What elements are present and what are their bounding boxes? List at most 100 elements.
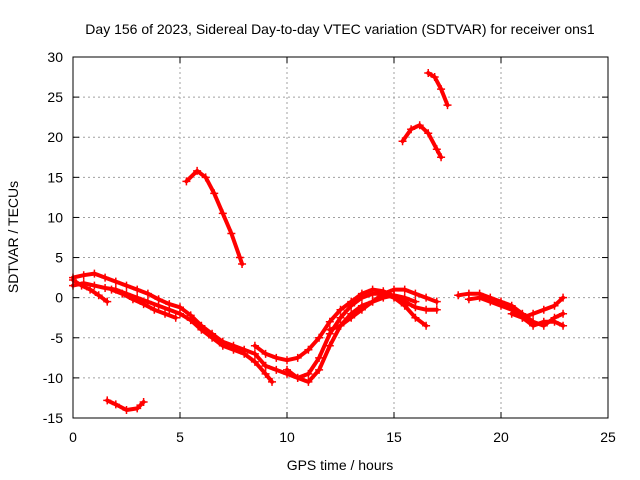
data-point (208, 333, 217, 342)
data-point (475, 293, 484, 302)
data-point (315, 365, 324, 374)
series-arc-15 (507, 293, 568, 322)
data-point (186, 316, 195, 325)
data-point (368, 289, 377, 298)
data-point (201, 173, 210, 182)
data-point (111, 277, 120, 286)
data-point (432, 145, 441, 154)
data-point (240, 349, 249, 358)
data-point (250, 349, 259, 358)
data-point (111, 400, 120, 409)
data-point (497, 301, 505, 310)
y-tick-label: 15 (47, 169, 63, 185)
y-tick-label: 30 (47, 49, 63, 65)
data-point (464, 295, 473, 304)
data-point (559, 293, 568, 302)
data-point (210, 189, 219, 198)
data-point (325, 341, 334, 350)
x-tick-label: 0 (69, 429, 77, 445)
data-point (128, 295, 137, 304)
data-point (139, 300, 148, 309)
data-point (283, 356, 291, 365)
data-point (539, 317, 548, 326)
data-point (398, 137, 407, 146)
data-point (325, 317, 334, 326)
data-point (347, 301, 356, 310)
data-point (238, 259, 247, 268)
x-tick-label: 25 (600, 429, 616, 445)
data-point (304, 345, 313, 354)
data-point (193, 166, 202, 175)
data-point (357, 293, 366, 302)
x-tick-label: 10 (279, 429, 295, 445)
data-point (272, 365, 281, 374)
data-point (454, 291, 463, 300)
grid (73, 57, 608, 418)
series-arc-4 (107, 285, 180, 322)
data-point (143, 289, 152, 298)
data-point (101, 273, 110, 282)
data-point (411, 313, 420, 322)
data-point (101, 284, 110, 293)
data-point (518, 313, 527, 322)
data-point (103, 396, 112, 405)
data-point (357, 305, 366, 314)
data-point (443, 101, 452, 110)
data-point (411, 297, 420, 306)
data-series (69, 69, 568, 414)
data-point (94, 291, 103, 300)
y-axis-label: SDTVAR / TECUs (5, 181, 21, 293)
data-point (293, 353, 302, 362)
y-tick-label: -15 (43, 410, 63, 426)
data-point (122, 281, 131, 290)
data-point (430, 73, 439, 82)
data-point (424, 69, 433, 78)
data-point (529, 309, 538, 318)
data-point (400, 293, 409, 302)
series-arc-10 (325, 285, 441, 334)
series-trace (466, 295, 566, 328)
data-point (432, 297, 441, 306)
data-point (235, 253, 244, 262)
data-point (400, 285, 409, 294)
data-point (197, 325, 206, 334)
x-tick-label: 20 (493, 429, 509, 445)
data-point (347, 313, 356, 322)
series-trace (184, 168, 245, 266)
series-trace (509, 295, 566, 320)
axis-ticks: 0 5 10 15 20 25 -15 -10 -5 0 5 10 15 20 25 30 (43, 49, 616, 445)
data-point (261, 361, 270, 370)
data-point (486, 297, 495, 306)
data-point (559, 309, 568, 318)
data-point (218, 209, 227, 218)
data-point (293, 373, 302, 382)
data-point (336, 305, 345, 314)
series-arc-14 (464, 293, 568, 330)
data-point (368, 297, 377, 306)
data-point (133, 404, 142, 413)
y-tick-label: -10 (43, 370, 63, 386)
plot-frame (72, 56, 609, 419)
series-arc-12 (424, 69, 452, 110)
data-point (90, 281, 99, 290)
data-point (407, 125, 416, 134)
data-point (227, 229, 236, 238)
data-point (415, 121, 424, 130)
data-point (218, 341, 227, 350)
data-point (182, 177, 191, 186)
data-point (86, 285, 95, 294)
data-point (400, 301, 409, 310)
data-point (122, 405, 131, 414)
data-point (315, 333, 324, 342)
data-point (336, 313, 345, 322)
data-point (379, 289, 388, 298)
data-point (133, 285, 142, 294)
data-point (79, 271, 88, 280)
y-tick-label: 25 (47, 89, 63, 105)
data-point (550, 317, 559, 326)
series-trace (426, 71, 450, 108)
data-point (507, 309, 516, 318)
y-tick-label: 20 (47, 129, 63, 145)
data-point (139, 397, 148, 406)
